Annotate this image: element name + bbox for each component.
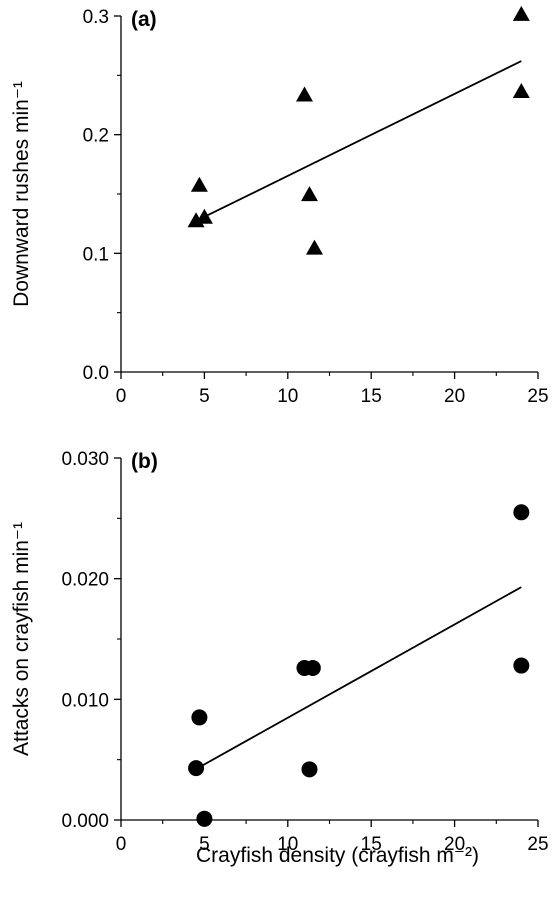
data-point-circle: [191, 709, 208, 726]
x-tick-label: 15: [361, 834, 382, 855]
data-point-circle: [513, 657, 530, 674]
data-point-triangle: [512, 82, 530, 98]
data-point-triangle: [190, 176, 208, 192]
x-tick-label: 15: [361, 386, 382, 407]
data-point-triangle: [300, 186, 318, 202]
data-point-triangle: [195, 208, 213, 224]
regression-line: [197, 586, 522, 769]
y-tick-label: 0.010: [61, 690, 109, 711]
y-tick-label: 0.3: [83, 7, 109, 28]
y-tick-label: 0.1: [83, 244, 109, 265]
data-point-circle: [513, 504, 530, 521]
data-point-circle: [304, 659, 321, 676]
x-tick-label: 5: [199, 834, 210, 855]
data-point-circle: [188, 760, 205, 777]
data-point-triangle: [512, 5, 530, 21]
x-tick-label: 20: [444, 386, 465, 407]
y-axis-title: Downward rushes min⁻¹: [10, 81, 33, 307]
x-tick-label: 25: [527, 386, 548, 407]
y-tick-label: 0.030: [61, 449, 109, 470]
x-tick-label: 10: [277, 834, 298, 855]
x-tick-label: 0: [116, 386, 127, 407]
x-tick-label: 20: [444, 834, 465, 855]
x-tick-label: 5: [199, 386, 210, 407]
y-tick-label: 0.020: [61, 570, 109, 591]
data-point-circle: [196, 810, 213, 827]
panel-label: (a): [131, 8, 157, 31]
data-point-circle: [301, 761, 318, 778]
y-axis-title: Attacks on crayfish min⁻¹: [10, 522, 33, 756]
data-point-triangle: [295, 86, 313, 102]
x-tick-label: 0: [116, 834, 127, 855]
data-point-triangle: [305, 239, 323, 255]
y-tick-label: 0.2: [83, 126, 109, 147]
y-tick-label: 0.000: [61, 811, 109, 832]
x-tick-label: 25: [527, 834, 548, 855]
x-tick-label: 10: [277, 386, 298, 407]
panel-label: (b): [131, 450, 158, 473]
x-axis-title: Crayfish density (crayfish m⁻²): [196, 844, 479, 867]
y-tick-label: 0.0: [83, 363, 109, 384]
regression-line: [197, 60, 522, 221]
